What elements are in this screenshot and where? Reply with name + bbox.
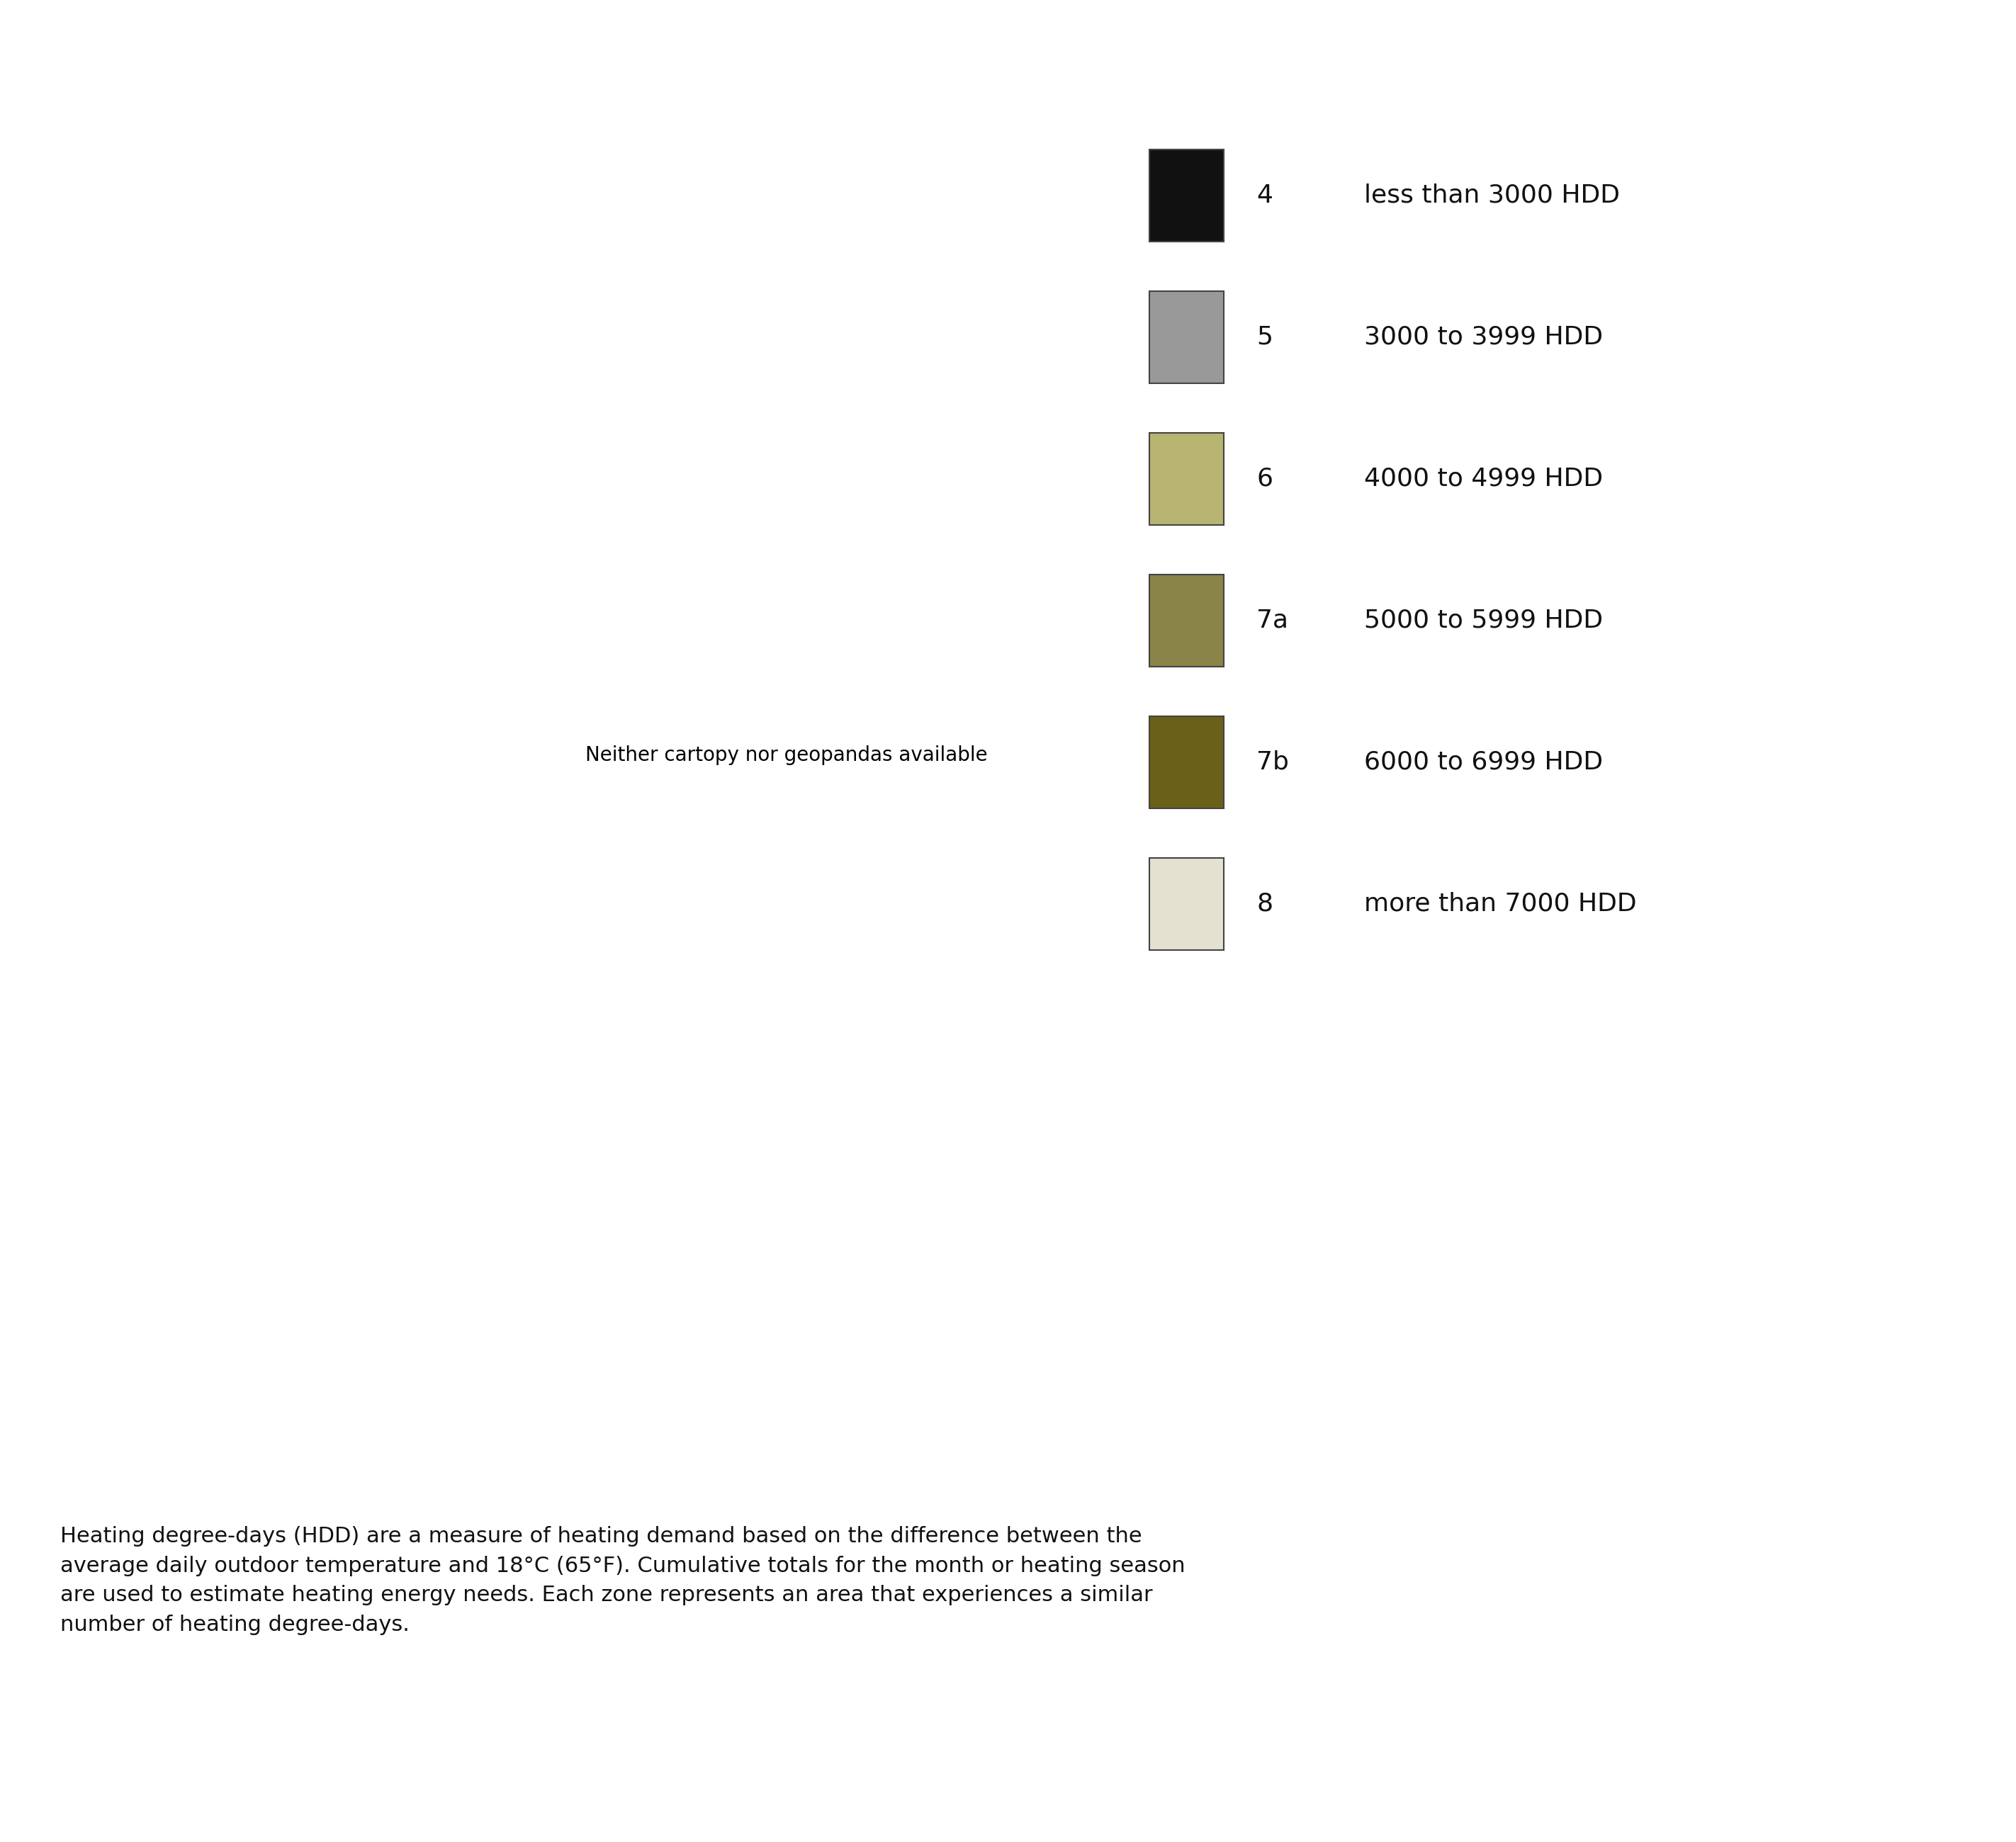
Text: Heating degree-days (HDD) are a measure of heating demand based on the differenc: Heating degree-days (HDD) are a measure …: [60, 1525, 1185, 1636]
Text: 6000 to 6999 HDD: 6000 to 6999 HDD: [1365, 750, 1603, 774]
Text: 4: 4: [1256, 184, 1272, 208]
Bar: [1149, 575, 1224, 667]
Text: more than 7000 HDD: more than 7000 HDD: [1365, 892, 1637, 915]
Bar: [1149, 291, 1224, 383]
Text: 7a: 7a: [1256, 608, 1288, 632]
Text: 7b: 7b: [1256, 750, 1288, 774]
Text: 3000 to 3999 HDD: 3000 to 3999 HDD: [1365, 326, 1603, 350]
Text: less than 3000 HDD: less than 3000 HDD: [1365, 184, 1619, 208]
Text: 8: 8: [1256, 892, 1272, 915]
Text: Neither cartopy nor geopandas available: Neither cartopy nor geopandas available: [585, 746, 988, 764]
Text: 4000 to 4999 HDD: 4000 to 4999 HDD: [1365, 466, 1603, 492]
Text: 6: 6: [1256, 466, 1272, 492]
Bar: [1149, 149, 1224, 241]
Bar: [1149, 433, 1224, 525]
Bar: [1149, 717, 1224, 809]
Bar: [1149, 858, 1224, 950]
Text: 5: 5: [1256, 326, 1272, 350]
Text: 5000 to 5999 HDD: 5000 to 5999 HDD: [1365, 608, 1603, 632]
